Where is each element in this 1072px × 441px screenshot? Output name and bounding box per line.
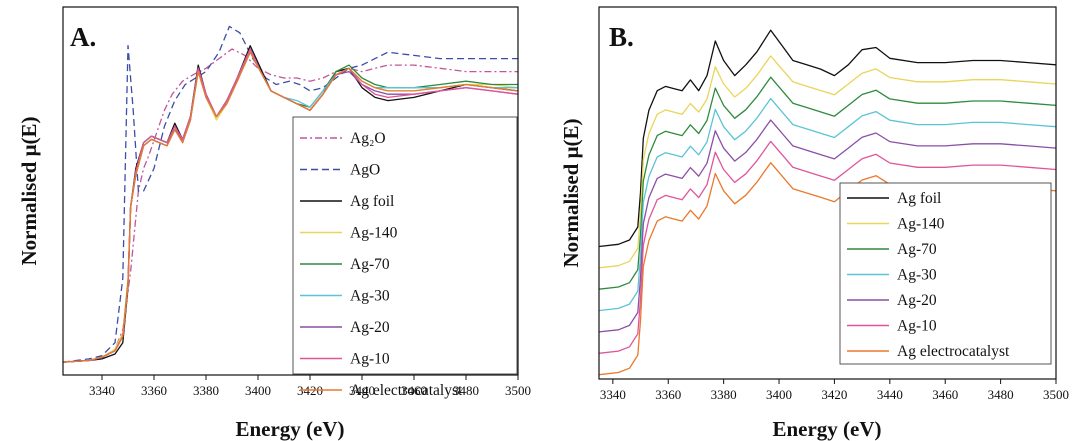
- plot-a-series: [62, 25, 519, 363]
- legend-a: Ag₂O AgO Ag foil Ag-140 Ag-70 Ag-30 Ag-20 Ag-10…: [300, 130, 463, 399]
- legend-a-label-ag-foil: Ag foil: [350, 193, 394, 210]
- x-tick-label-b-3400: 3400: [766, 387, 792, 402]
- legend-a-label-ag-o: Ag₂O: [350, 130, 386, 147]
- x-axis-a-ticks: 3340 3360 3380 3400 3420 3440 3460 3480 3500: [89, 375, 531, 398]
- legend-b-label-ag-10: Ag-10: [897, 318, 937, 335]
- plot-a-frame: [62, 6, 519, 376]
- series-b-ag-30: [598, 97, 1057, 312]
- x-tick-label-a-3400: 3400: [245, 383, 271, 398]
- series-b-ag-10: [598, 140, 1057, 354]
- legend-b-label-ag-30: Ag-30: [897, 267, 937, 284]
- panel-a-label: A.: [70, 22, 96, 52]
- x-tick-label-a-3380: 3380: [193, 383, 219, 398]
- x-tick-label-b-3460: 3460: [932, 387, 958, 402]
- x-tick-label-b-3420: 3420: [821, 387, 847, 402]
- y-axis-a-label: Normalised μ(E): [17, 117, 41, 266]
- legend-b-label-ag-20: Ag-20: [897, 292, 937, 309]
- series-b-ag-140: [598, 55, 1057, 269]
- legend-a-label-ag-20: Ag-20: [350, 319, 390, 336]
- x-axis-b-ticks: 3340 3360 3380 3400 3420 3440 3460 3480 3500: [600, 379, 1069, 402]
- x-tick-label-b-3500: 3500: [1043, 387, 1069, 402]
- x-tick-label-a-3500: 3500: [505, 383, 531, 398]
- legend-a-frame: [292, 116, 518, 375]
- legend-a-label-ag-30: Ag-30: [350, 288, 390, 305]
- legend-a-label-ago: AgO: [350, 162, 380, 179]
- legend-a-label-ag-10: Ag-10: [350, 351, 390, 368]
- x-tick-label-b-3480: 3480: [988, 387, 1014, 402]
- legend-b-frame: [839, 182, 1052, 365]
- legend-b-label-ag-electrocatalyst: Ag electrocatalyst: [897, 343, 1010, 360]
- series-a-ag-o: [62, 48, 518, 363]
- panel-b-label: B.: [609, 22, 634, 52]
- legend-a-label-ag-70: Ag-70: [350, 256, 390, 273]
- x-axis-b-label: Energy (eV): [772, 417, 881, 441]
- legend-a-label-ag-electrocatalyst: Ag electrocatalyst: [350, 382, 463, 399]
- legend-b: Ag foil Ag-140 Ag-70 Ag-30 Ag-20 Ag-10 Ag elec…: [847, 190, 1010, 360]
- x-tick-label-b-3440: 3440: [877, 387, 903, 402]
- series-b-ag-20: [598, 119, 1057, 333]
- series-b-ag-70: [598, 76, 1057, 290]
- x-tick-label-b-3380: 3380: [711, 387, 737, 402]
- x-tick-label-b-3340: 3340: [600, 387, 626, 402]
- plot-b-frame: [598, 6, 1057, 380]
- x-tick-label-a-3360: 3360: [141, 383, 167, 398]
- panel-a: A. 3340 3360 3380 3400 3420 3440 3460 3480 3500 …: [17, 6, 531, 441]
- x-tick-label-a-3480: 3480: [453, 383, 479, 398]
- legend-b-label-ag-foil: Ag foil: [897, 190, 941, 207]
- legend-b-label-ag-70: Ag-70: [897, 241, 937, 258]
- x-tick-label-b-3360: 3360: [655, 387, 681, 402]
- x-tick-label-a-3340: 3340: [89, 383, 115, 398]
- legend-b-label-ag-140: Ag-140: [897, 216, 945, 233]
- x-axis-a-label: Energy (eV): [235, 417, 344, 441]
- series-a-ag-electrocatalyst: [62, 51, 519, 363]
- panel-b: B. 3340 3360 3380 3400 3420 3440 3460 3480 3500 …: [559, 6, 1069, 441]
- series-b-ag-foil: [598, 29, 1057, 248]
- legend-a-label-ag-140: Ag-140: [350, 225, 398, 242]
- series-a-ago: [62, 25, 518, 363]
- x-tick-label-a-3440: 3440: [349, 383, 375, 398]
- y-axis-b-label: Normalised μ(E): [559, 119, 583, 268]
- x-tick-label-a-3460: 3460: [401, 383, 427, 398]
